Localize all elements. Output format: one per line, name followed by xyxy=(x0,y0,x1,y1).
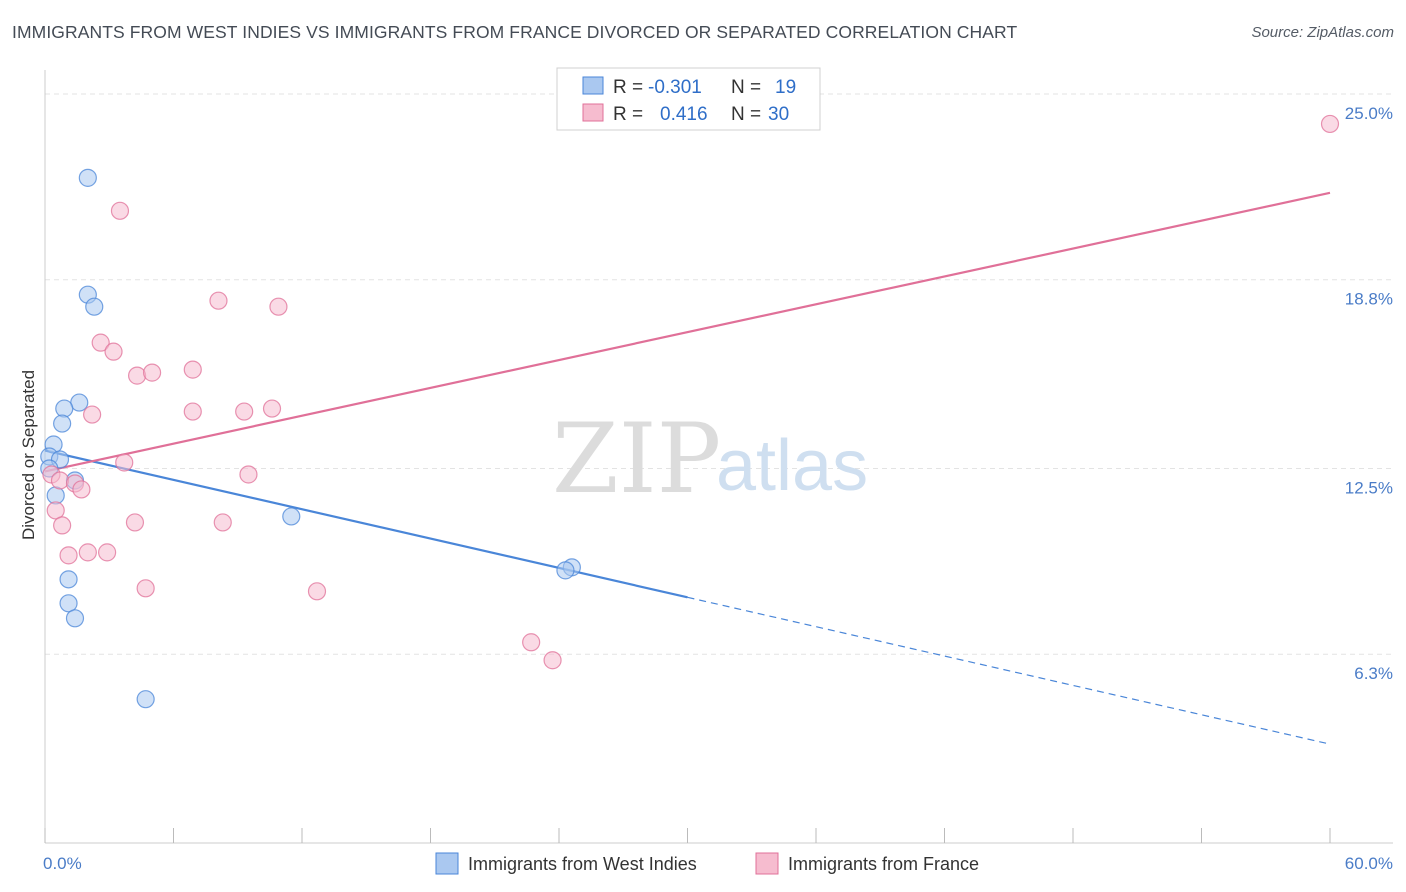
point-west-indies xyxy=(78,168,97,187)
trend-line-west-indies-extrapolated xyxy=(687,596,1331,745)
point-france xyxy=(115,453,134,472)
point-france xyxy=(213,513,232,532)
trend-lines xyxy=(44,191,1331,745)
point-france xyxy=(142,363,162,382)
point-west-indies xyxy=(85,297,104,316)
point-france xyxy=(98,543,117,562)
point-france xyxy=(235,402,254,421)
legend-n-value-west-indies: 19 xyxy=(775,77,796,98)
legend-n-label-france: N = xyxy=(731,104,761,125)
legend-n-label-west-indies: N = xyxy=(731,77,761,98)
point-france xyxy=(83,405,102,424)
y-tick-label: 25.0% xyxy=(1345,104,1393,123)
watermark: ZIP atlas xyxy=(552,403,868,515)
x-tick-label-max: 60.0% xyxy=(1345,854,1393,873)
legend-r-label-west-indies: R = xyxy=(613,77,643,98)
point-france xyxy=(110,201,130,220)
data-points xyxy=(40,114,1340,709)
y-axis-label: Divorced or Separated xyxy=(19,370,38,540)
point-west-indies xyxy=(53,414,72,433)
legend-swatch-france xyxy=(582,103,604,122)
point-france xyxy=(269,297,288,316)
watermark-atlas: atlas xyxy=(716,426,868,506)
point-france xyxy=(1320,114,1340,134)
point-france xyxy=(136,579,155,598)
point-west-indies xyxy=(59,594,78,613)
point-france xyxy=(72,480,91,499)
y-tick-label: 6.3% xyxy=(1354,664,1393,683)
point-france xyxy=(91,333,110,352)
point-west-indies xyxy=(556,561,575,580)
legend-swatch-west-indies xyxy=(582,76,604,95)
point-france xyxy=(53,516,72,535)
point-west-indies xyxy=(282,507,301,526)
point-france xyxy=(127,366,147,385)
y-tick-labels: 6.3% 12.5% 18.8% 25.0% xyxy=(1345,104,1393,683)
point-france xyxy=(209,291,228,310)
source-label: Source: ZipAtlas.com xyxy=(1251,24,1394,41)
x-tick-label-min: 0.0% xyxy=(43,854,82,873)
point-france xyxy=(46,501,65,520)
point-france xyxy=(262,399,282,418)
point-france xyxy=(125,513,145,532)
legend-n-value-france: 30 xyxy=(768,104,789,125)
point-france xyxy=(307,582,327,601)
point-france xyxy=(183,402,202,421)
series-swatch-west-indies xyxy=(435,852,459,875)
point-france xyxy=(78,543,97,562)
legend-r-label-france: R = xyxy=(613,104,643,125)
trend-line-france xyxy=(44,191,1331,473)
trend-line-west-indies xyxy=(44,449,688,599)
point-west-indies xyxy=(136,690,155,709)
series-label-france: Immigrants from France xyxy=(788,854,979,874)
watermark-zip: ZIP xyxy=(552,403,721,515)
point-france xyxy=(104,342,123,361)
y-tick-label: 18.8% xyxy=(1345,290,1393,309)
series-swatch-france xyxy=(755,852,779,875)
y-tick-label: 12.5% xyxy=(1345,478,1393,497)
point-france xyxy=(239,465,258,484)
chart-title: IMMIGRANTS FROM WEST INDIES VS IMMIGRANT… xyxy=(12,22,1018,42)
point-france xyxy=(522,633,541,652)
point-france xyxy=(59,546,78,565)
legend-r-value-france: 0.416 xyxy=(660,104,708,125)
point-france xyxy=(50,471,70,490)
series-legend: Immigrants from West Indies Immigrants f… xyxy=(435,852,979,875)
correlation-legend: R = -0.301 N = 19 R = 0.416 N = 30 xyxy=(556,67,821,131)
point-france xyxy=(183,360,202,379)
point-west-indies xyxy=(65,609,85,628)
point-west-indies xyxy=(59,570,78,589)
gridlines xyxy=(45,93,1393,655)
point-west-indies xyxy=(55,399,74,418)
point-france xyxy=(543,651,562,670)
series-label-west-indies: Immigrants from West Indies xyxy=(468,854,697,874)
legend-r-value-west-indies: -0.301 xyxy=(648,77,702,98)
